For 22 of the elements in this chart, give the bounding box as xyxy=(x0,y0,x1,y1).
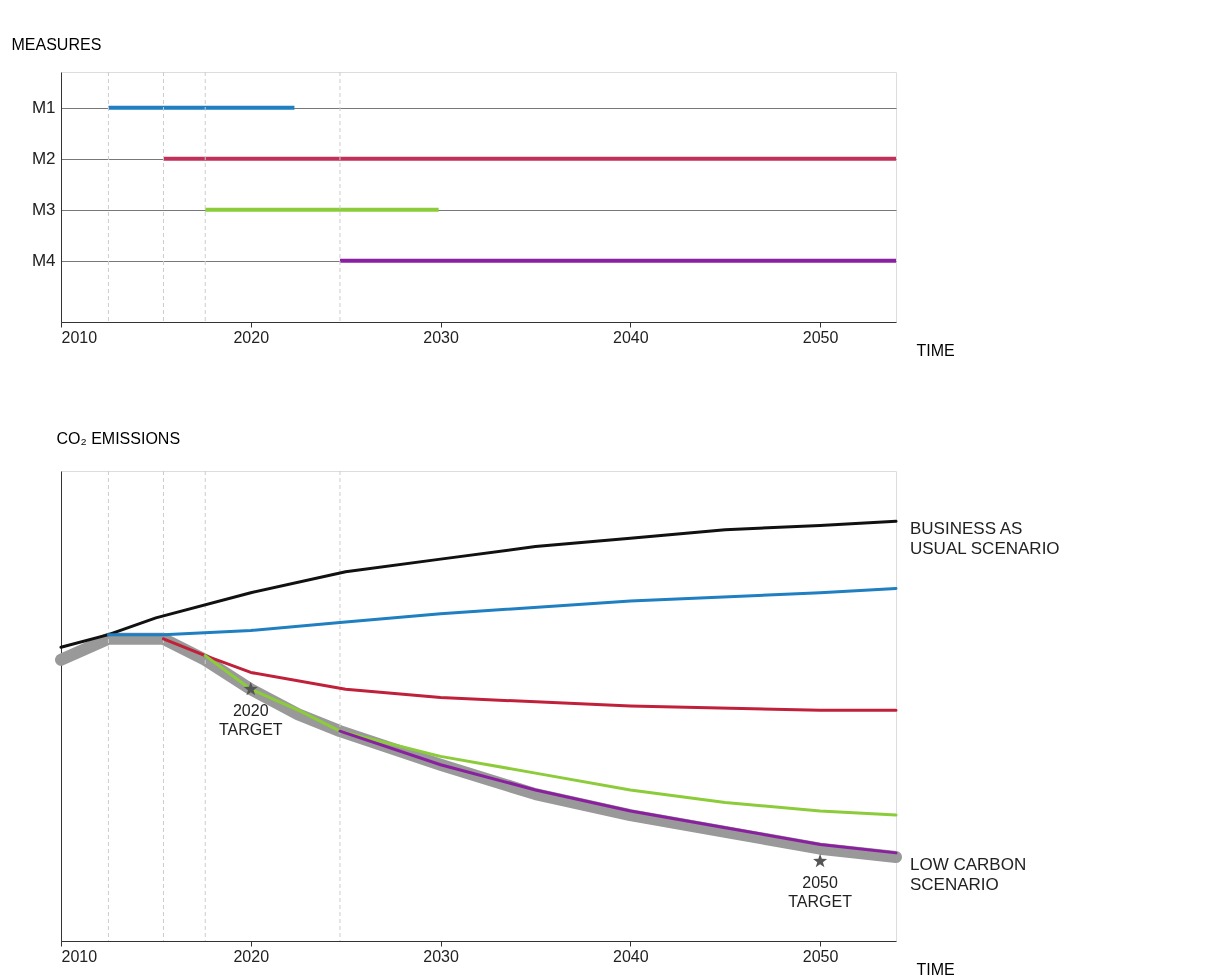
y-tick-label: M2 xyxy=(31,149,56,169)
x-axis-title: TIME xyxy=(916,960,955,976)
series-label: LOW CARBON SCENARIO xyxy=(910,855,1027,895)
x-tick-label: 2010 xyxy=(61,328,98,346)
x-tick-label: 2050 xyxy=(802,328,839,346)
annotation: 2020 TARGET xyxy=(218,702,283,739)
y-tick-label: M4 xyxy=(31,251,56,271)
x-tick-label: 2020 xyxy=(233,947,270,965)
y-axis-title: CO₂ EMISSIONS xyxy=(56,429,181,447)
y-axis-title: MEASURES xyxy=(11,35,102,53)
series-label: BUSINESS AS USUAL SCENARIO xyxy=(910,519,1060,559)
x-tick-label: 2020 xyxy=(233,328,270,346)
x-tick-label: 2010 xyxy=(61,947,98,965)
x-axis-title: TIME xyxy=(916,341,955,359)
annotation: 2050 TARGET xyxy=(788,874,853,911)
y-tick-label: M3 xyxy=(31,200,56,220)
x-tick-label: 2030 xyxy=(423,947,459,965)
x-tick-label: 2040 xyxy=(613,947,649,965)
x-tick-label: 2030 xyxy=(423,328,459,346)
x-tick-label: 2040 xyxy=(613,328,649,346)
x-tick-label: 2050 xyxy=(802,947,839,965)
y-tick-label: M1 xyxy=(31,98,56,118)
